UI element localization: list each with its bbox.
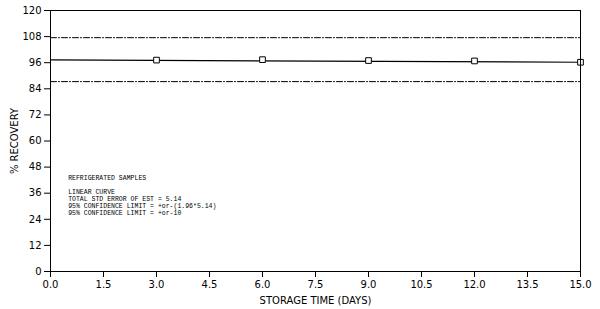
- svg-text:0.0: 0.0: [43, 279, 59, 290]
- svg-text:15.0: 15.0: [569, 279, 591, 290]
- svg-text:12: 12: [29, 240, 42, 251]
- svg-text:TOTAL STD ERROR OF EST = 5.14: TOTAL STD ERROR OF EST = 5.14: [68, 196, 181, 203]
- svg-text:84: 84: [29, 83, 42, 94]
- svg-text:12.0: 12.0: [463, 279, 485, 290]
- svg-text:STORAGE TIME (DAYS): STORAGE TIME (DAYS): [260, 295, 372, 306]
- svg-text:0: 0: [35, 266, 41, 277]
- svg-text:REFRIGERATED SAMPLES: REFRIGERATED SAMPLES: [68, 175, 146, 182]
- svg-text:72: 72: [29, 109, 42, 120]
- svg-text:24: 24: [29, 214, 42, 225]
- svg-text:96: 96: [29, 57, 42, 68]
- svg-text:13.5: 13.5: [516, 279, 538, 290]
- svg-text:3.0: 3.0: [149, 279, 165, 290]
- svg-text:6.0: 6.0: [255, 279, 271, 290]
- svg-text:95% CONFIDENCE LIMIT = +or-(1.: 95% CONFIDENCE LIMIT = +or-(1.96*5.14): [68, 203, 216, 210]
- svg-text:4.5: 4.5: [202, 279, 218, 290]
- svg-text:36: 36: [29, 187, 42, 198]
- svg-text:108: 108: [22, 31, 41, 42]
- svg-text:LINEAR CURVE: LINEAR CURVE: [68, 189, 115, 196]
- svg-text:120: 120: [22, 5, 41, 16]
- svg-text:60: 60: [29, 135, 42, 146]
- svg-text:9.0: 9.0: [361, 279, 377, 290]
- svg-text:7.5: 7.5: [308, 279, 324, 290]
- svg-text:1.5: 1.5: [96, 279, 112, 290]
- svg-text:% RECOVERY: % RECOVERY: [9, 107, 20, 174]
- svg-text:95% CONFIDENCE LIMIT = +or-10: 95% CONFIDENCE LIMIT = +or-10: [68, 210, 181, 217]
- svg-text:48: 48: [29, 161, 42, 172]
- svg-text:10.5: 10.5: [410, 279, 432, 290]
